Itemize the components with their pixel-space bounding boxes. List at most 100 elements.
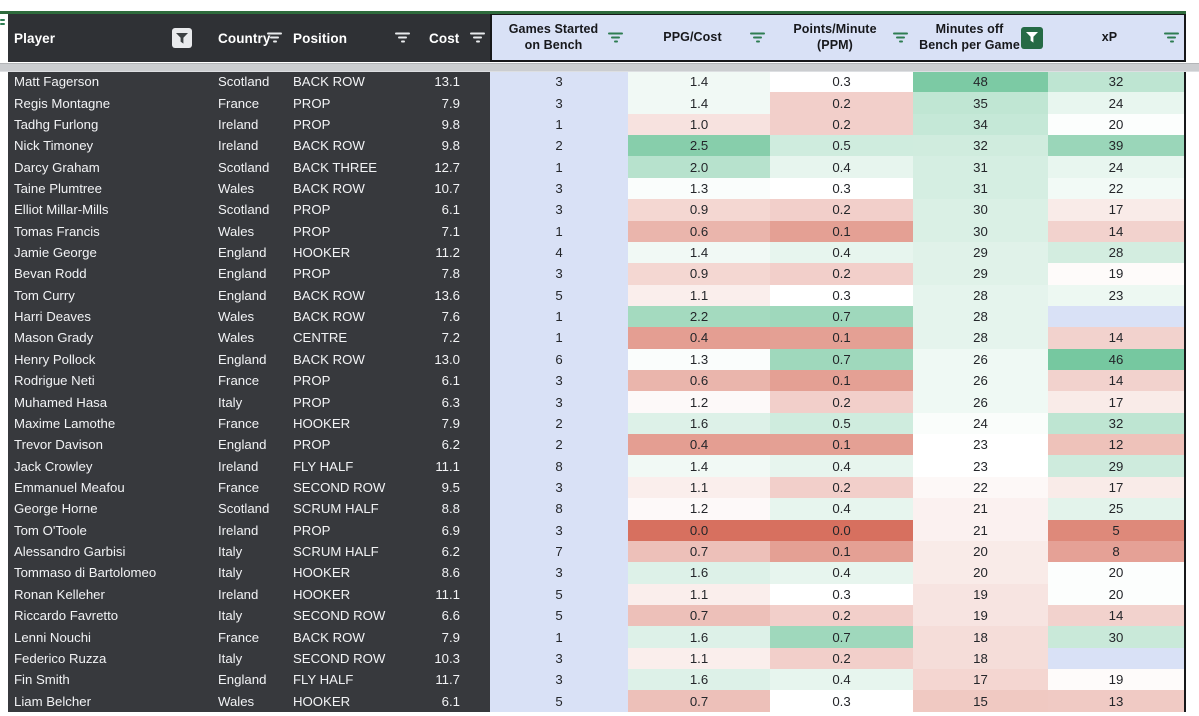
cell-minutes-row5[interactable]: 31 bbox=[913, 156, 1048, 178]
cell-xp-row6[interactable]: 22 bbox=[1048, 177, 1186, 200]
cell-country-row20[interactable]: France bbox=[212, 476, 287, 499]
cell-player-row4[interactable]: Nick Timoney bbox=[8, 135, 212, 157]
cell-xp-row4[interactable]: 39 bbox=[1048, 135, 1186, 157]
cell-minutes-row4[interactable]: 32 bbox=[913, 135, 1048, 157]
cell-country-row19[interactable]: Ireland bbox=[212, 455, 287, 477]
cell-player-row27[interactable]: Lenni Nouchi bbox=[8, 626, 212, 648]
cell-games-row1[interactable]: 3 bbox=[490, 71, 628, 93]
cell-cost-row10[interactable]: 7.8 bbox=[415, 263, 490, 285]
cell-player-row3[interactable]: Tadhg Furlong bbox=[8, 113, 212, 136]
filter-lines-icon-country[interactable] bbox=[267, 32, 282, 44]
cell-player-row10[interactable]: Bevan Rodd bbox=[8, 263, 212, 285]
cell-xp-row18[interactable]: 12 bbox=[1048, 434, 1186, 456]
cell-country-row10[interactable]: England bbox=[212, 263, 287, 285]
cell-xp-row16[interactable]: 17 bbox=[1048, 391, 1186, 413]
cell-ppg-row3[interactable]: 1.0 bbox=[628, 113, 770, 136]
cell-player-row14[interactable]: Henry Pollock bbox=[8, 348, 212, 371]
cell-position-row1[interactable]: BACK ROW bbox=[287, 71, 415, 93]
cell-xp-row27[interactable]: 30 bbox=[1048, 626, 1186, 648]
cell-ppg-row25[interactable]: 1.1 bbox=[628, 583, 770, 605]
cell-minutes-row14[interactable]: 26 bbox=[913, 348, 1048, 371]
cell-ppm-row26[interactable]: 0.2 bbox=[770, 604, 913, 627]
cell-xp-row26[interactable]: 14 bbox=[1048, 604, 1186, 627]
cell-player-row7[interactable]: Elliot Millar-Mills bbox=[8, 199, 212, 221]
cell-country-row8[interactable]: Wales bbox=[212, 220, 287, 242]
cell-player-row1[interactable]: Matt Fagerson bbox=[8, 71, 212, 93]
cell-cost-row1[interactable]: 13.1 bbox=[415, 71, 490, 93]
cell-player-row28[interactable]: Federico Ruzza bbox=[8, 647, 212, 670]
cell-player-row12[interactable]: Harri Deaves bbox=[8, 305, 212, 328]
cell-xp-row8[interactable]: 14 bbox=[1048, 220, 1186, 242]
cell-cost-row13[interactable]: 7.2 bbox=[415, 327, 490, 349]
filter-lines-icon-games[interactable] bbox=[608, 32, 623, 43]
cell-games-row20[interactable]: 3 bbox=[490, 476, 628, 499]
cell-player-row24[interactable]: Tommaso di Bartolomeo bbox=[8, 562, 212, 584]
cell-player-row29[interactable]: Fin Smith bbox=[8, 669, 212, 691]
cell-player-row17[interactable]: Maxime Lamothe bbox=[8, 412, 212, 435]
cell-ppm-row12[interactable]: 0.7 bbox=[770, 305, 913, 328]
cell-xp-row17[interactable]: 32 bbox=[1048, 412, 1186, 435]
cell-games-row3[interactable]: 1 bbox=[490, 113, 628, 136]
cell-ppm-row14[interactable]: 0.7 bbox=[770, 348, 913, 371]
column-header-ppg[interactable]: PPG/Cost bbox=[628, 14, 770, 62]
cell-minutes-row23[interactable]: 20 bbox=[913, 540, 1048, 563]
cell-ppg-row10[interactable]: 0.9 bbox=[628, 263, 770, 285]
cell-country-row28[interactable]: Italy bbox=[212, 647, 287, 670]
cell-games-row16[interactable]: 3 bbox=[490, 391, 628, 413]
cell-position-row17[interactable]: HOOKER bbox=[287, 412, 415, 435]
cell-country-row14[interactable]: England bbox=[212, 348, 287, 371]
cell-country-row21[interactable]: Scotland bbox=[212, 498, 287, 520]
cell-country-row30[interactable]: Wales bbox=[212, 690, 287, 712]
cell-minutes-row29[interactable]: 17 bbox=[913, 669, 1048, 691]
cell-position-row7[interactable]: PROP bbox=[287, 199, 415, 221]
cell-position-row11[interactable]: BACK ROW bbox=[287, 284, 415, 306]
cell-position-row23[interactable]: SCRUM HALF bbox=[287, 540, 415, 563]
cell-ppm-row13[interactable]: 0.1 bbox=[770, 327, 913, 349]
cell-xp-row9[interactable]: 28 bbox=[1048, 241, 1186, 264]
cell-ppg-row7[interactable]: 0.9 bbox=[628, 199, 770, 221]
cell-country-row2[interactable]: France bbox=[212, 92, 287, 114]
cell-ppg-row18[interactable]: 0.4 bbox=[628, 434, 770, 456]
cell-ppm-row20[interactable]: 0.2 bbox=[770, 476, 913, 499]
cell-ppm-row1[interactable]: 0.3 bbox=[770, 71, 913, 93]
cell-country-row12[interactable]: Wales bbox=[212, 305, 287, 328]
cell-xp-row12[interactable] bbox=[1048, 305, 1186, 328]
cell-games-row21[interactable]: 8 bbox=[490, 498, 628, 520]
cell-player-row23[interactable]: Alessandro Garbisi bbox=[8, 540, 212, 563]
cell-ppm-row4[interactable]: 0.5 bbox=[770, 135, 913, 157]
cell-xp-row11[interactable]: 23 bbox=[1048, 284, 1186, 306]
cell-minutes-row10[interactable]: 29 bbox=[913, 263, 1048, 285]
cell-ppm-row21[interactable]: 0.4 bbox=[770, 498, 913, 520]
cell-minutes-row9[interactable]: 29 bbox=[913, 241, 1048, 264]
cell-country-row6[interactable]: Wales bbox=[212, 177, 287, 200]
cell-games-row7[interactable]: 3 bbox=[490, 199, 628, 221]
cell-ppg-row9[interactable]: 1.4 bbox=[628, 241, 770, 264]
cell-minutes-row21[interactable]: 21 bbox=[913, 498, 1048, 520]
cell-minutes-row2[interactable]: 35 bbox=[913, 92, 1048, 114]
cell-player-row13[interactable]: Mason Grady bbox=[8, 327, 212, 349]
filter-lines-icon-ppg[interactable] bbox=[750, 32, 765, 43]
cell-country-row24[interactable]: Italy bbox=[212, 562, 287, 584]
cell-games-row13[interactable]: 1 bbox=[490, 327, 628, 349]
cell-ppg-row8[interactable]: 0.6 bbox=[628, 220, 770, 242]
cell-country-row26[interactable]: Italy bbox=[212, 604, 287, 627]
cell-ppg-row12[interactable]: 2.2 bbox=[628, 305, 770, 328]
cell-games-row19[interactable]: 8 bbox=[490, 455, 628, 477]
column-header-cost[interactable]: Cost bbox=[415, 14, 490, 62]
cell-player-row21[interactable]: George Horne bbox=[8, 498, 212, 520]
filter-lines-icon-ppm[interactable] bbox=[893, 32, 908, 43]
cell-minutes-row19[interactable]: 23 bbox=[913, 455, 1048, 477]
cell-games-row26[interactable]: 5 bbox=[490, 604, 628, 627]
cell-games-row18[interactable]: 2 bbox=[490, 434, 628, 456]
cell-country-row3[interactable]: Ireland bbox=[212, 113, 287, 136]
cell-position-row18[interactable]: PROP bbox=[287, 434, 415, 456]
cell-position-row15[interactable]: PROP bbox=[287, 370, 415, 392]
cell-games-row5[interactable]: 1 bbox=[490, 156, 628, 178]
cell-xp-row5[interactable]: 24 bbox=[1048, 156, 1186, 178]
column-header-country[interactable]: Country bbox=[212, 14, 287, 62]
cell-xp-row7[interactable]: 17 bbox=[1048, 199, 1186, 221]
cell-games-row10[interactable]: 3 bbox=[490, 263, 628, 285]
cell-position-row21[interactable]: SCRUM HALF bbox=[287, 498, 415, 520]
cell-ppg-row24[interactable]: 1.6 bbox=[628, 562, 770, 584]
cell-minutes-row3[interactable]: 34 bbox=[913, 113, 1048, 136]
